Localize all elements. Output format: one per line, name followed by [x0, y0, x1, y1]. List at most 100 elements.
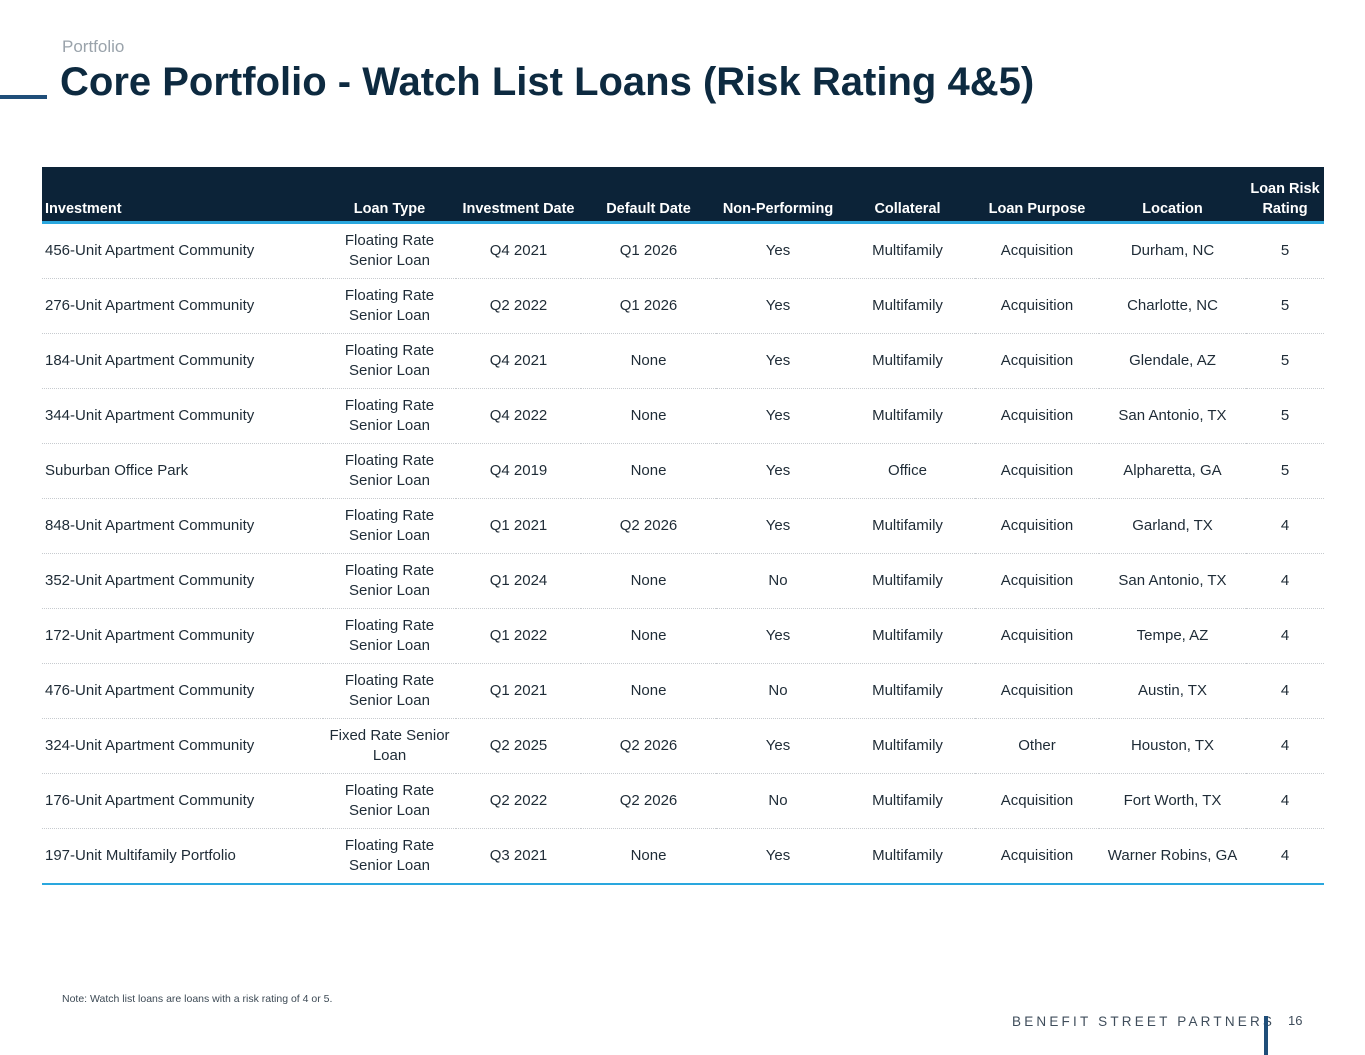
- table-cell: 176-Unit Apartment Community: [42, 773, 323, 829]
- table-cell: Floating Rate Senior Loan: [323, 663, 456, 719]
- table-row: 184-Unit Apartment Community Floating Rat…: [42, 333, 1324, 389]
- table-cell: 4: [1246, 773, 1324, 829]
- table-cell: 276-Unit Apartment Community: [42, 278, 323, 334]
- table-cell: Multifamily: [840, 222, 975, 279]
- title-accent-rule: [0, 95, 47, 99]
- table-cell: Floating Rate Senior Loan: [323, 278, 456, 334]
- table-cell: Q1 2026: [581, 222, 716, 279]
- page-number: 16: [1288, 1013, 1303, 1028]
- table-cell: Acquisition: [975, 498, 1099, 554]
- table-cell: Multifamily: [840, 608, 975, 664]
- table-cell: Multifamily: [840, 498, 975, 554]
- table-cell: Q4 2021: [456, 222, 581, 279]
- table-row: 197-Unit Multifamily Portfolio Floating R…: [42, 828, 1324, 885]
- table-cell: Yes: [716, 828, 840, 885]
- table-cell: 172-Unit Apartment Community: [42, 608, 323, 664]
- table-cell: Floating Rate Senior Loan: [323, 222, 456, 279]
- table-cell: Yes: [716, 498, 840, 554]
- table-cell: Fixed Rate Senior Loan: [323, 718, 456, 774]
- table-cell: Alpharetta, GA: [1099, 443, 1246, 499]
- table-cell: San Antonio, TX: [1099, 553, 1246, 609]
- table-cell: Q4 2021: [456, 333, 581, 389]
- table-cell: 184-Unit Apartment Community: [42, 333, 323, 389]
- table-cell: Warner Robins, GA: [1099, 828, 1246, 885]
- table-cell: Charlotte, NC: [1099, 278, 1246, 334]
- table-cell: Q2 2022: [456, 278, 581, 334]
- table-row: 276-Unit Apartment Community Floating Rat…: [42, 278, 1324, 334]
- column-header: Collateral: [840, 167, 975, 224]
- table-cell: Yes: [716, 718, 840, 774]
- table-cell: Garland, TX: [1099, 498, 1246, 554]
- page-title: Core Portfolio - Watch List Loans (Risk …: [60, 60, 1035, 104]
- table-cell: Floating Rate Senior Loan: [323, 828, 456, 885]
- table-cell: Multifamily: [840, 278, 975, 334]
- table-cell: 5: [1246, 388, 1324, 444]
- table-cell: Yes: [716, 222, 840, 279]
- table-cell: No: [716, 553, 840, 609]
- table-row: Suburban Office Park Floating Rate Senior…: [42, 443, 1324, 499]
- brand-wordmark: BENEFIT STREET PARTNERS: [1012, 1014, 1276, 1029]
- table-cell: 5: [1246, 443, 1324, 499]
- table-cell: Q3 2021: [456, 828, 581, 885]
- section-label: Portfolio: [62, 37, 125, 56]
- table-cell: 4: [1246, 718, 1324, 774]
- table-cell: Acquisition: [975, 333, 1099, 389]
- column-header: Investment Date: [456, 167, 581, 224]
- table-cell: None: [581, 663, 716, 719]
- table-cell: Acquisition: [975, 388, 1099, 444]
- table-cell: 5: [1246, 222, 1324, 279]
- column-header: Loan Type: [323, 167, 456, 224]
- table-cell: Glendale, AZ: [1099, 333, 1246, 389]
- table-cell: 848-Unit Apartment Community: [42, 498, 323, 554]
- table-cell: 197-Unit Multifamily Portfolio: [42, 828, 323, 885]
- table-cell: None: [581, 608, 716, 664]
- table-cell: 4: [1246, 663, 1324, 719]
- table-cell: 4: [1246, 608, 1324, 664]
- table-cell: Yes: [716, 278, 840, 334]
- table-cell: None: [581, 828, 716, 885]
- table-cell: Floating Rate Senior Loan: [323, 443, 456, 499]
- header-row: Investment Loan Type Investment Date Defaul…: [42, 167, 1324, 224]
- table-cell: Q1 2026: [581, 278, 716, 334]
- table-cell: Office: [840, 443, 975, 499]
- table-cell: Floating Rate Senior Loan: [323, 333, 456, 389]
- table-row: 352-Unit Apartment Community Floating Rat…: [42, 553, 1324, 609]
- table-cell: Q4 2019: [456, 443, 581, 499]
- watch-list-table: Investment Loan Type Investment Date Defaul…: [42, 167, 1324, 885]
- table-cell: 4: [1246, 828, 1324, 885]
- table-cell: No: [716, 663, 840, 719]
- table-cell: Q1 2024: [456, 553, 581, 609]
- brand-divider: [1264, 1016, 1268, 1055]
- table-cell: Acquisition: [975, 773, 1099, 829]
- table-row: 476-Unit Apartment Community Floating Rat…: [42, 663, 1324, 719]
- table-cell: 476-Unit Apartment Community: [42, 663, 323, 719]
- table-cell: Multifamily: [840, 718, 975, 774]
- table-cell: Floating Rate Senior Loan: [323, 773, 456, 829]
- column-header: Loan Risk Rating: [1246, 167, 1324, 224]
- table-cell: None: [581, 553, 716, 609]
- table-cell: 324-Unit Apartment Community: [42, 718, 323, 774]
- table-cell: Yes: [716, 443, 840, 499]
- table-cell: Multifamily: [840, 553, 975, 609]
- table-cell: Floating Rate Senior Loan: [323, 498, 456, 554]
- table-cell: Floating Rate Senior Loan: [323, 553, 456, 609]
- table-cell: Multifamily: [840, 773, 975, 829]
- table-cell: 5: [1246, 333, 1324, 389]
- table-cell: Acquisition: [975, 278, 1099, 334]
- table-row: 324-Unit Apartment Community Fixed Rate S…: [42, 718, 1324, 774]
- table-row: 176-Unit Apartment Community Floating Rat…: [42, 773, 1324, 829]
- table-cell: Austin, TX: [1099, 663, 1246, 719]
- table-cell: Floating Rate Senior Loan: [323, 388, 456, 444]
- table-row: 172-Unit Apartment Community Floating Rat…: [42, 608, 1324, 664]
- table-cell: None: [581, 388, 716, 444]
- table-cell: Fort Worth, TX: [1099, 773, 1246, 829]
- table-cell: Acquisition: [975, 608, 1099, 664]
- table-cell: Acquisition: [975, 663, 1099, 719]
- footnote: Note: Watch list loans are loans with a …: [62, 993, 333, 1005]
- table-cell: Multifamily: [840, 828, 975, 885]
- table-cell: 344-Unit Apartment Community: [42, 388, 323, 444]
- table-cell: Q1 2022: [456, 608, 581, 664]
- table-cell: Q2 2022: [456, 773, 581, 829]
- table-cell: Q1 2021: [456, 498, 581, 554]
- table-cell: Q1 2021: [456, 663, 581, 719]
